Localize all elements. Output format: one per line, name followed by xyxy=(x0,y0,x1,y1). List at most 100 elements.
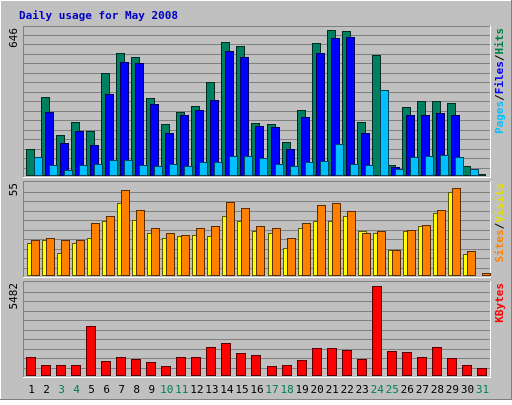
bar-kbytes-day-15 xyxy=(236,353,246,376)
bar-sites-day-20 xyxy=(317,205,326,276)
x-tick-label-day-12: 12 xyxy=(190,383,203,396)
x-tick-label-day-25: 25 xyxy=(386,383,399,396)
bar-sites-day-1 xyxy=(31,240,40,276)
x-tick-label-day-19: 19 xyxy=(295,383,308,396)
bar-sites-day-26 xyxy=(407,230,416,276)
bar-pages-day-28 xyxy=(440,155,449,176)
bar-sites-day-12 xyxy=(196,228,205,276)
bar-sites-day-16 xyxy=(256,226,265,276)
bar-pages-day-19 xyxy=(305,162,314,176)
bar-kbytes-day-26 xyxy=(402,352,412,376)
bar-sites-day-24 xyxy=(377,231,386,276)
bar-hits-day-1 xyxy=(26,149,35,176)
bar-sites-day-9 xyxy=(151,228,160,276)
bar-pages-day-11 xyxy=(184,166,193,176)
x-axis-labels: 1 2 3 4 5 6 7 8 9 10 11 12 13 14 15 16 17 18 19 20 21 22 23 24 2… xyxy=(28,383,489,396)
legend-label-top-3: / xyxy=(493,54,506,61)
bar-pages-day-18 xyxy=(290,166,299,176)
bar-kbytes-day-19 xyxy=(297,360,307,376)
bar-kbytes-day-5 xyxy=(86,326,96,376)
bar-pages-day-16 xyxy=(259,158,268,176)
bar-pages-day-6 xyxy=(109,160,118,176)
bar-pages-day-26 xyxy=(410,157,419,176)
bar-kbytes-day-30 xyxy=(462,365,472,376)
bar-sites-day-18 xyxy=(287,238,296,276)
bar-pages-day-17 xyxy=(275,164,284,176)
x-tick-label-day-28: 28 xyxy=(431,383,444,396)
bar-pages-day-12 xyxy=(199,162,208,176)
legend-bottom: KBytes xyxy=(493,283,506,323)
x-tick-label-day-1: 1 xyxy=(28,383,35,396)
bar-sites-day-30 xyxy=(467,251,476,276)
bar-sites-day-11 xyxy=(181,235,190,276)
bar-pages-day-2 xyxy=(49,165,58,176)
bar-kbytes-day-3 xyxy=(56,365,66,376)
bar-pages-day-22 xyxy=(350,164,359,176)
bar-pages-day-15 xyxy=(244,156,253,176)
bar-kbytes-day-7 xyxy=(116,357,126,376)
bar-pages-day-30 xyxy=(470,169,479,176)
bar-sites-day-6 xyxy=(106,216,115,276)
y-max-label-bottom: 5482 xyxy=(7,283,20,310)
legend-label-bottom-0: KBytes xyxy=(493,283,506,323)
bar-pages-day-5 xyxy=(94,164,103,176)
bar-pages-day-8 xyxy=(139,165,148,176)
bar-pages-day-9 xyxy=(154,166,163,176)
bar-sites-day-29 xyxy=(452,188,461,276)
bar-files-day-7 xyxy=(120,62,129,176)
bar-pages-day-4 xyxy=(79,165,88,176)
y-max-label-top: 646 xyxy=(7,28,20,48)
panel-middle: 55 Sites/Visits xyxy=(7,181,506,278)
bar-pages-day-25 xyxy=(395,169,404,176)
bar-kbytes-day-28 xyxy=(432,347,442,376)
x-tick-label-day-23: 23 xyxy=(356,383,369,396)
bar-kbytes-day-9 xyxy=(146,362,156,376)
legend-label-middle-2: Visits xyxy=(493,183,506,223)
bar-files-day-9 xyxy=(150,104,159,176)
bar-kbytes-day-2 xyxy=(41,365,51,376)
x-tick-label-day-15: 15 xyxy=(235,383,248,396)
bar-pages-day-1 xyxy=(34,157,43,176)
bar-pages-day-3 xyxy=(64,170,73,176)
legend-label-middle-1: / xyxy=(493,222,506,229)
bar-pages-day-27 xyxy=(425,156,434,176)
bar-kbytes-day-8 xyxy=(131,359,141,376)
bar-kbytes-day-18 xyxy=(282,365,292,376)
bar-kbytes-day-29 xyxy=(447,358,457,376)
bar-sites-day-23 xyxy=(362,233,371,276)
bar-pages-day-23 xyxy=(365,165,374,176)
bar-sites-day-14 xyxy=(226,202,235,276)
bar-sites-day-10 xyxy=(166,233,175,276)
x-tick-label-day-22: 22 xyxy=(341,383,354,396)
x-tick-label-day-5: 5 xyxy=(88,383,95,396)
legend-label-top-0: Pages xyxy=(493,101,506,134)
chart-title: Daily usage for May 2008 xyxy=(19,9,178,22)
bar-kbytes-day-24 xyxy=(372,286,382,376)
x-tick-label-day-29: 29 xyxy=(446,383,459,396)
bar-sites-day-31 xyxy=(482,273,491,276)
x-tick-label-day-18: 18 xyxy=(280,383,293,396)
x-tick-label-day-26: 26 xyxy=(401,383,414,396)
x-tick-label-day-2: 2 xyxy=(43,383,50,396)
legend-label-top-1: / xyxy=(493,94,506,101)
bar-kbytes-day-21 xyxy=(327,348,337,376)
bar-pages-day-7 xyxy=(124,160,133,176)
bar-sites-day-21 xyxy=(332,203,341,276)
bar-sites-day-27 xyxy=(422,225,431,276)
y-max-label-middle: 55 xyxy=(7,183,20,196)
bar-kbytes-day-10 xyxy=(161,366,171,376)
legend-label-top-4: Hits xyxy=(493,28,506,55)
bar-sites-day-4 xyxy=(76,240,85,276)
bar-sites-day-8 xyxy=(136,210,145,276)
legend-label-top-2: Files xyxy=(493,61,506,94)
bar-pages-day-13 xyxy=(214,162,223,176)
bar-hits-day-24 xyxy=(372,55,381,176)
bar-sites-day-22 xyxy=(347,211,356,276)
bar-kbytes-day-16 xyxy=(251,355,261,376)
legend-top: Pages/Files/Hits xyxy=(493,28,506,134)
x-tick-label-day-3: 3 xyxy=(58,383,65,396)
bar-kbytes-day-20 xyxy=(312,348,322,376)
